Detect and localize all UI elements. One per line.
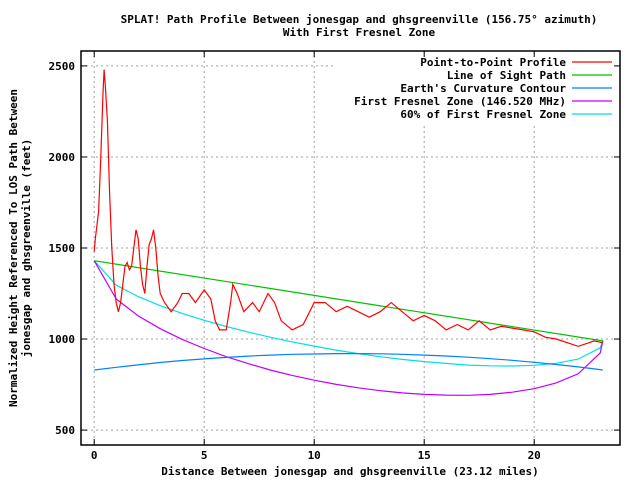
x-tick-label: 0 <box>91 449 98 462</box>
y-tick-label: 500 <box>55 424 75 437</box>
legend-label: First Fresnel Zone (146.520 MHz) <box>354 95 566 108</box>
y-tick-label: 1500 <box>49 242 76 255</box>
legend-background <box>335 55 615 123</box>
y-axis-label-line2: jonesgap and ghsgreenville (feet) <box>20 139 33 358</box>
legend-label: Line of Sight Path <box>447 69 566 82</box>
series-line-60-of-first-fresnel-zone <box>93 260 604 367</box>
legend-label: 60% of First Fresnel Zone <box>400 108 566 121</box>
chart-title: SPLAT! Path Profile Between jonesgap and… <box>121 13 598 26</box>
y-tick-label: 1000 <box>49 333 76 346</box>
series-line-point-to-point-profile <box>93 69 603 347</box>
axis-ticks: 0 5 10 15 20 500 1000 1500 2000 2500 <box>49 51 620 462</box>
y-axis-label-line1: Normalized Height Referenced To LOS Path… <box>7 89 20 407</box>
series-line-first-fresnel-zone-146-520-mhz- <box>93 260 604 396</box>
x-tick-label: 10 <box>308 449 321 462</box>
series-group <box>93 69 604 396</box>
legend-label: Earth's Curvature Contour <box>400 82 566 95</box>
x-tick-label: 5 <box>201 449 208 462</box>
grid <box>81 51 620 445</box>
y-tick-label: 2500 <box>49 60 76 73</box>
series-line-earth-s-curvature-contour <box>94 353 603 371</box>
plot-frame <box>80 50 621 446</box>
x-tick-label: 15 <box>418 449 431 462</box>
x-tick-label: 20 <box>528 449 541 462</box>
chart-subtitle: With First Fresnel Zone <box>283 26 436 39</box>
x-axis-label: Distance Between jonesgap and ghsgreenvi… <box>161 465 539 478</box>
legend-label: Point-to-Point Profile <box>420 56 566 69</box>
series-line-line-of-sight-path <box>94 260 603 342</box>
y-tick-label: 2000 <box>49 151 76 164</box>
